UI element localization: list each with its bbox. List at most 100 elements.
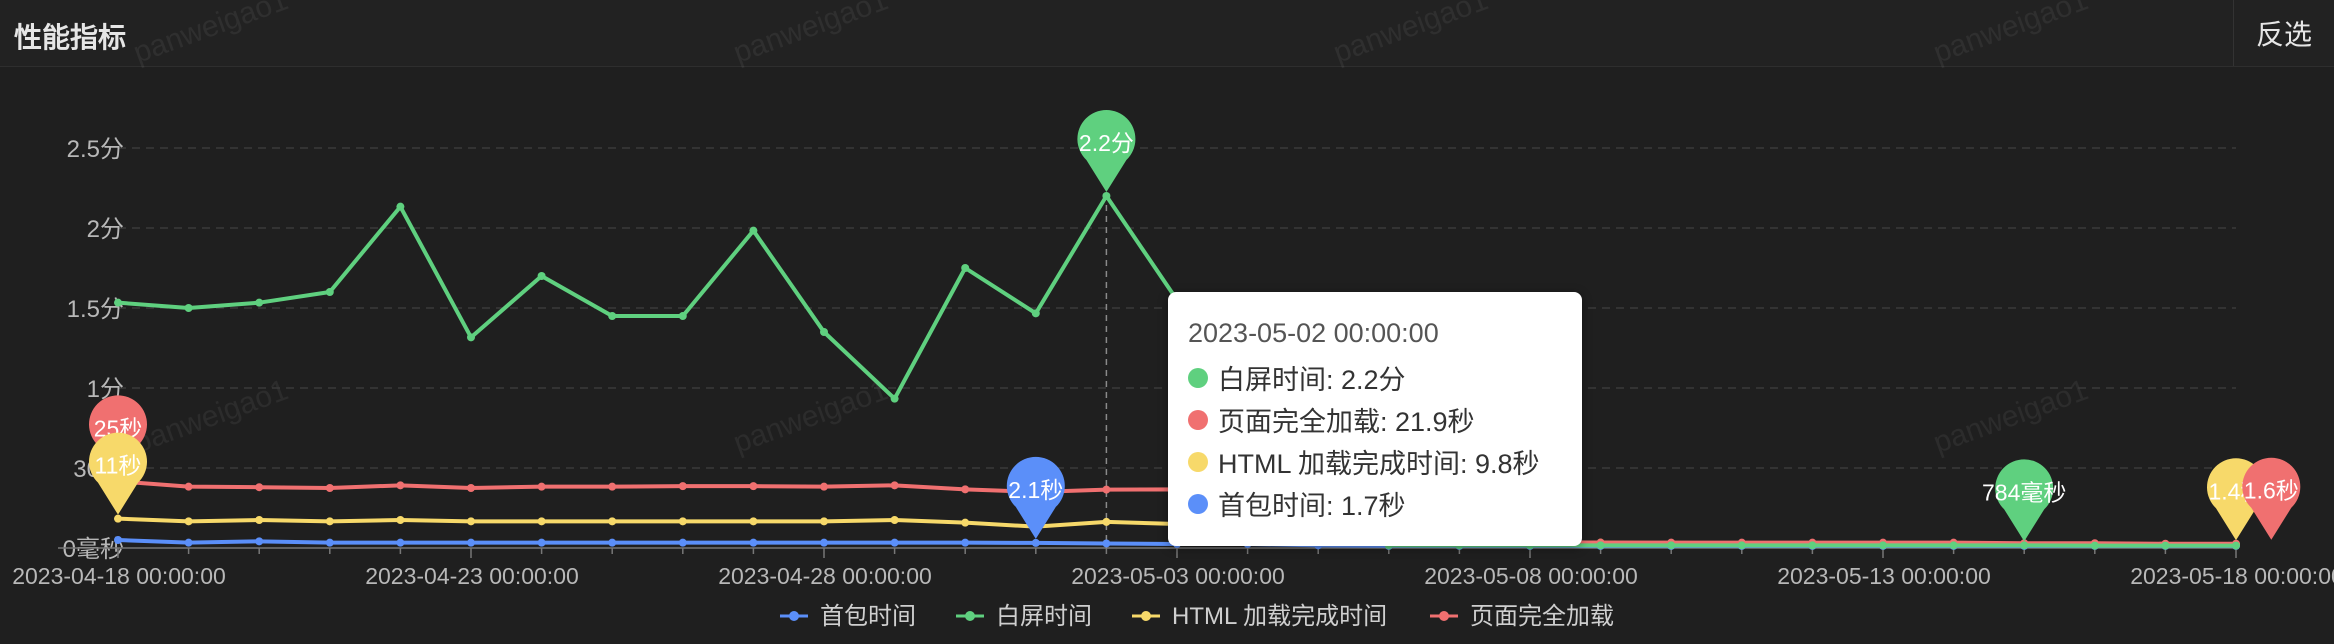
data-point xyxy=(396,516,405,524)
data-point xyxy=(467,517,475,526)
data-point xyxy=(467,333,475,342)
data-point xyxy=(537,482,546,491)
data-point xyxy=(537,272,546,280)
data-point xyxy=(608,517,617,526)
y-tick-label: 1.5分 xyxy=(67,296,124,323)
y-tick-label: 2.5分 xyxy=(67,136,124,163)
data-point xyxy=(2090,541,2099,550)
data-point xyxy=(255,483,264,492)
data-point xyxy=(1667,541,1676,550)
data-point xyxy=(1879,541,1887,550)
marker-pin xyxy=(88,432,147,515)
marker-pin xyxy=(1077,110,1136,192)
data-point xyxy=(749,517,758,526)
marker-label: 11秒 xyxy=(95,453,142,479)
legend-label: HTML 加载完成时间 xyxy=(1172,603,1387,630)
legend-dot xyxy=(965,611,975,621)
data-point xyxy=(961,538,970,547)
x-tick-label: 2023-04-23 00:00:00 xyxy=(365,563,579,589)
data-point xyxy=(325,517,334,526)
legend-label: 页面完全加载 xyxy=(1470,603,1614,630)
invert-selection-button[interactable]: 反选 xyxy=(2233,0,2334,66)
data-point xyxy=(961,485,970,494)
data-point xyxy=(325,484,334,492)
tooltip-row: HTML 加载完成时间: 9.8秒 xyxy=(1188,442,1540,481)
data-point xyxy=(2161,541,2170,550)
tooltip-dot-icon xyxy=(1188,451,1208,472)
marker-pin xyxy=(1006,456,1065,539)
data-point xyxy=(820,538,828,547)
data-point xyxy=(1031,538,1040,547)
data-point xyxy=(678,312,687,320)
data-point xyxy=(961,518,970,527)
data-point xyxy=(1102,192,1111,200)
data-point xyxy=(678,517,687,526)
tooltip-dot-icon xyxy=(1188,493,1208,514)
data-point xyxy=(890,516,899,524)
marker-label: 2.2分 xyxy=(1079,130,1134,156)
legend-label: 首包时间 xyxy=(820,603,916,630)
data-point xyxy=(890,394,899,403)
data-point xyxy=(820,517,828,526)
marker-label: 784毫秒 xyxy=(1982,479,2066,505)
data-point xyxy=(184,517,193,526)
marker-pin xyxy=(1995,459,2054,542)
data-point xyxy=(608,312,617,320)
data-point xyxy=(749,482,758,491)
panel-title: 性能指标 xyxy=(14,22,127,53)
data-point xyxy=(114,298,122,307)
data-point xyxy=(820,328,828,336)
data-point xyxy=(255,298,264,307)
data-point xyxy=(1102,539,1111,548)
data-point xyxy=(325,538,334,547)
data-point xyxy=(184,304,193,312)
tooltip-row-label: 首包时间: 1.7秒 xyxy=(1218,491,1406,521)
tooltip-row: 首包时间: 1.7秒 xyxy=(1188,484,1406,523)
data-point xyxy=(961,264,970,272)
legend-dot xyxy=(789,611,799,621)
legend-label: 白屏时间 xyxy=(996,603,1092,630)
legend-dot xyxy=(1439,611,1449,621)
y-tick-label: 2分 xyxy=(87,216,124,243)
data-point xyxy=(678,482,687,491)
x-tick-label: 2023-04-18 00:00:00 xyxy=(12,563,226,589)
data-point xyxy=(890,538,899,547)
data-point xyxy=(184,482,193,491)
data-point xyxy=(608,538,617,547)
legend-dot xyxy=(1141,611,1151,621)
tooltip-row-label: 白屏时间: 2.2分 xyxy=(1218,365,1406,395)
data-point xyxy=(1031,309,1040,318)
data-point xyxy=(396,202,405,211)
chart-tooltip: 2023-05-02 00:00:00 白屏时间: 2.2分 页面完全加载: 2… xyxy=(1168,292,1582,546)
data-point xyxy=(1808,541,1817,550)
data-point xyxy=(467,538,475,547)
tooltip-row-label: 页面完全加载: 21.9秒 xyxy=(1218,407,1475,437)
marker-pin xyxy=(2242,457,2301,540)
tooltip-row: 白屏时间: 2.2分 xyxy=(1188,358,1406,397)
data-point xyxy=(678,538,687,547)
x-tick-label: 2023-05-03 00:00:00 xyxy=(1071,563,1285,589)
data-point xyxy=(537,517,546,526)
data-point xyxy=(396,481,405,490)
data-point xyxy=(890,481,899,490)
tooltip-dot-icon xyxy=(1188,367,1208,388)
data-point xyxy=(325,288,334,296)
data-point xyxy=(467,484,475,492)
data-point xyxy=(184,538,193,547)
data-point xyxy=(2020,541,2029,550)
data-point xyxy=(1737,541,1746,550)
data-point xyxy=(749,226,758,235)
data-point xyxy=(255,516,264,524)
data-point xyxy=(114,514,122,523)
panel-header: 性能指标 反选 xyxy=(0,0,2334,67)
tooltip-title: 2023-05-02 00:00:00 xyxy=(1188,318,1439,348)
x-tick-label: 2023-05-18 00:00:00 xyxy=(2130,563,2334,589)
tooltip-row: 页面完全加载: 21.9秒 xyxy=(1188,400,1475,439)
data-point xyxy=(396,538,405,547)
data-point xyxy=(1949,541,1958,550)
data-point xyxy=(114,536,122,544)
x-tick-label: 2023-05-13 00:00:00 xyxy=(1777,563,1991,589)
data-point xyxy=(537,538,546,547)
x-tick-label: 2023-04-28 00:00:00 xyxy=(718,563,932,589)
